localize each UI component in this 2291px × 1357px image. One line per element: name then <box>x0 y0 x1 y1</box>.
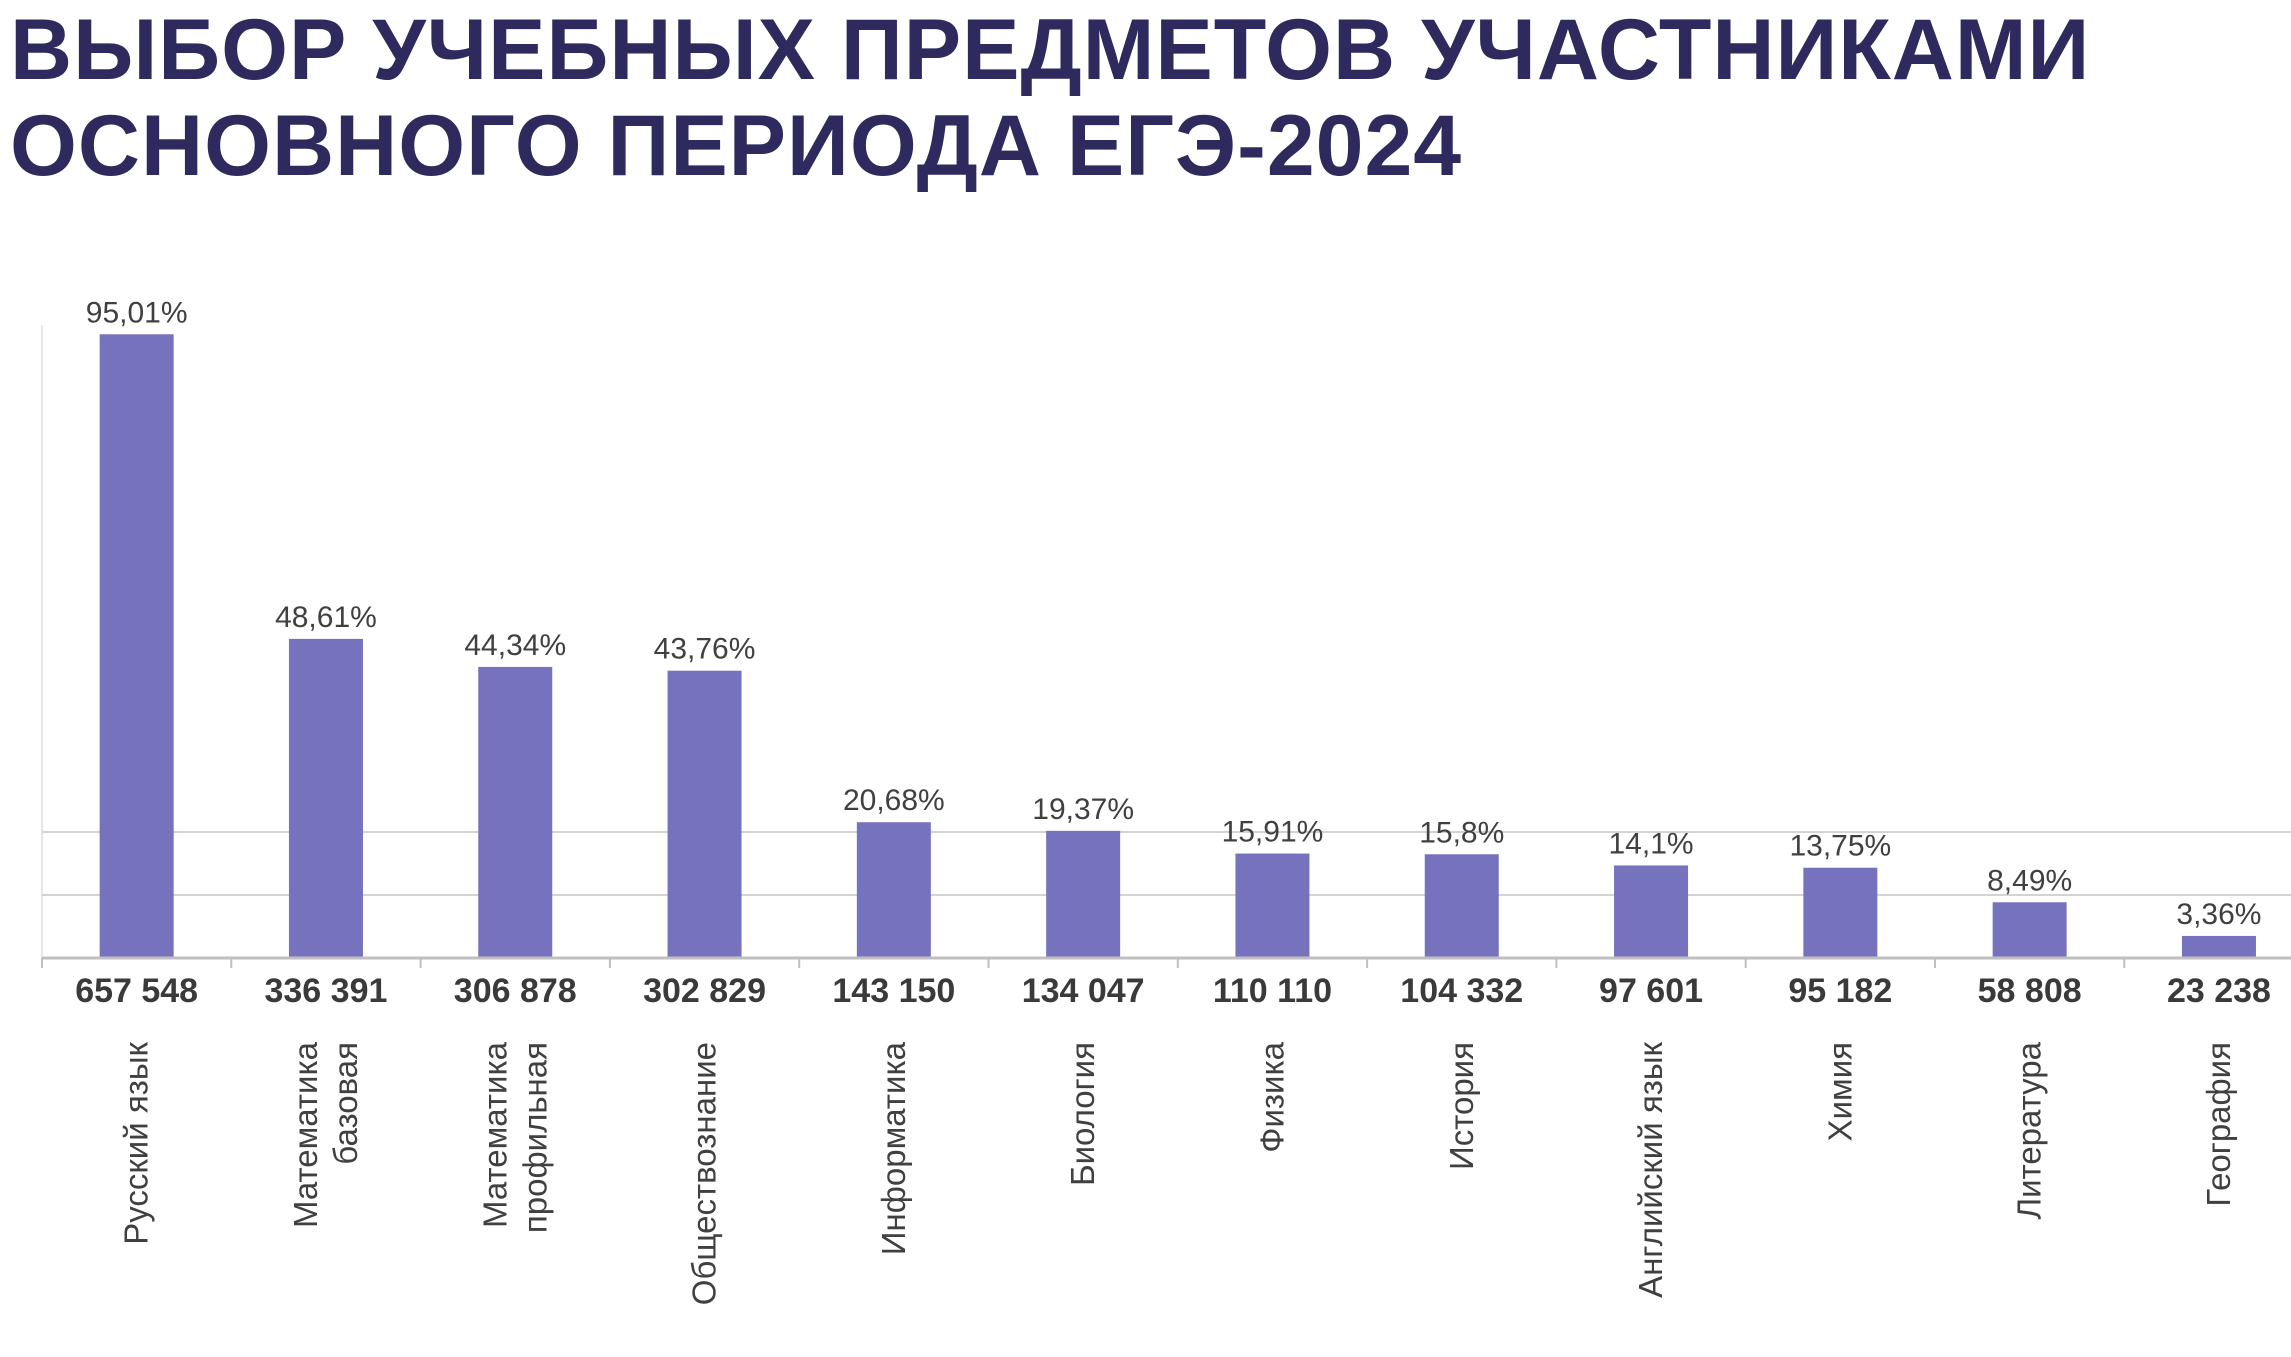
x-tick-label: Химия <box>1821 1042 1858 1141</box>
data-label: 20,68% <box>843 784 945 817</box>
x-tick-label: Биология <box>1064 1042 1101 1186</box>
count-label: 657 548 <box>75 972 198 1010</box>
data-label: 8,49% <box>1987 864 2072 897</box>
x-tick-label: Обществознание <box>686 1042 723 1305</box>
x-tick-label: Математика <box>287 1041 324 1228</box>
bar <box>1614 865 1689 958</box>
x-tick-label: Математика <box>476 1041 513 1228</box>
bar <box>99 334 174 958</box>
x-tick-label: Русский язык <box>118 1041 155 1244</box>
bar <box>2181 935 2256 958</box>
x-tick-label: Английский язык <box>1632 1041 1669 1297</box>
bar <box>667 670 742 958</box>
x-tick-label: базовая <box>327 1042 364 1165</box>
count-label: 302 829 <box>643 972 766 1010</box>
count-label: 110 110 <box>1213 972 1332 1010</box>
data-label: 3,36% <box>2176 898 2261 931</box>
x-tick-label: Информатика <box>875 1041 912 1255</box>
count-label: 104 332 <box>1400 972 1523 1010</box>
bar <box>856 822 931 958</box>
title-line-1: ВЫБОР УЧЕБНЫХ ПРЕДМЕТОВ УЧАСТНИКАМИ <box>10 2 2091 98</box>
count-label: 58 808 <box>1978 972 2082 1010</box>
data-label: 19,37% <box>1032 793 1134 826</box>
x-tick-label: География <box>2200 1042 2237 1207</box>
count-label: 97 601 <box>1599 972 1703 1010</box>
count-label: 336 391 <box>264 972 387 1010</box>
count-label: 306 878 <box>454 972 577 1010</box>
count-label: 134 047 <box>1022 972 1145 1010</box>
bar <box>478 666 553 958</box>
data-label: 44,34% <box>464 629 566 662</box>
count-label: 23 238 <box>2167 972 2271 1010</box>
x-tick-label: Физика <box>1253 1041 1290 1152</box>
bar <box>1046 830 1121 958</box>
x-tick-label: История <box>1443 1042 1480 1170</box>
data-label: 15,91% <box>1222 816 1324 849</box>
page-title: ВЫБОР УЧЕБНЫХ ПРЕДМЕТОВ УЧАСТНИКАМИ ОСНО… <box>10 2 2210 194</box>
x-tick-label: Литература <box>2011 1041 2048 1219</box>
data-label: 13,75% <box>1789 830 1891 863</box>
data-label: 48,61% <box>275 601 377 634</box>
title-line-2: ОСНОВНОГО ПЕРИОДА ЕГЭ-2024 <box>10 98 1463 194</box>
bar <box>288 638 363 958</box>
x-tick-label: профильная <box>516 1042 553 1233</box>
data-label: 15,8% <box>1419 816 1504 849</box>
bar <box>1803 867 1878 958</box>
data-label: 14,1% <box>1609 827 1694 860</box>
data-label: 95,01% <box>86 296 188 329</box>
bar <box>1424 854 1499 958</box>
bar <box>1992 902 2067 958</box>
data-label: 43,76% <box>654 633 756 666</box>
count-label: 95 182 <box>1788 972 1892 1010</box>
bar <box>1235 853 1310 958</box>
count-label: 143 150 <box>832 972 955 1010</box>
